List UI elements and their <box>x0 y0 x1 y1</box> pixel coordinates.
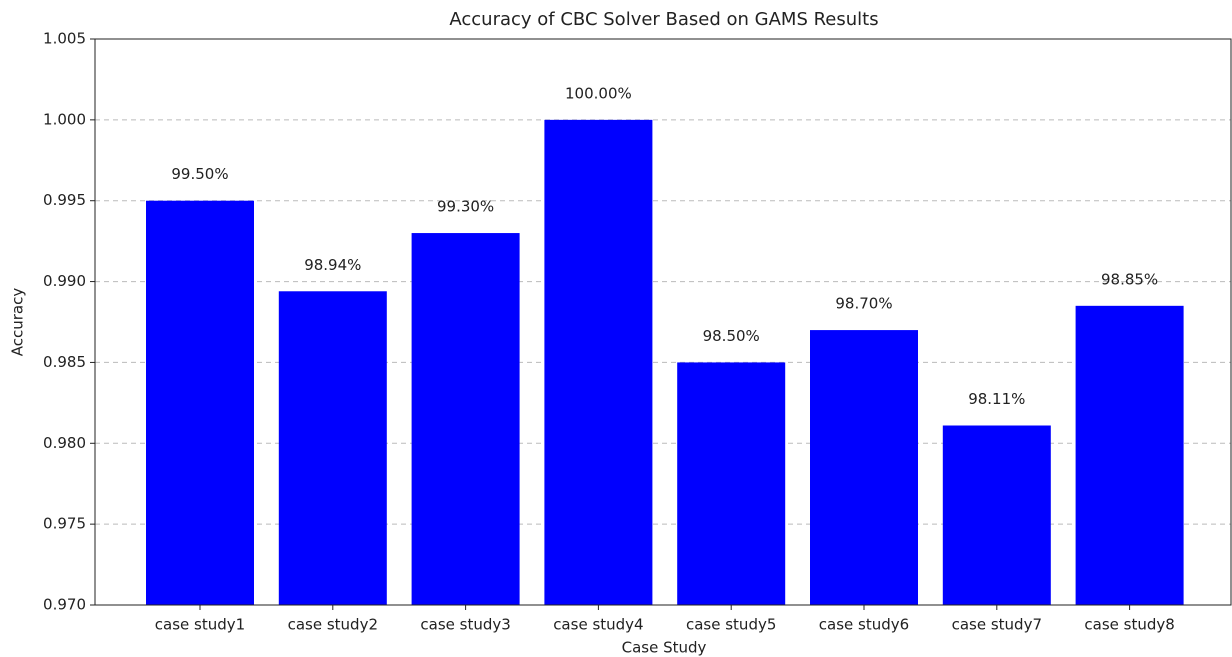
x-axis-label: Case Study <box>622 639 707 657</box>
value-label: 99.50% <box>171 165 228 183</box>
x-tick-label: case study5 <box>686 616 776 634</box>
y-tick-label: 1.005 <box>43 30 86 48</box>
value-label: 98.94% <box>304 256 361 274</box>
bar <box>942 425 1051 605</box>
value-label: 98.70% <box>835 295 892 313</box>
value-label: 98.50% <box>703 327 760 345</box>
x-tick-label: case study7 <box>952 616 1042 634</box>
y-tick-label: 0.970 <box>43 596 86 614</box>
y-tick-label: 0.990 <box>43 272 86 290</box>
y-tick-label: 0.995 <box>43 191 86 209</box>
bar <box>810 330 918 605</box>
value-label: 100.00% <box>565 84 632 102</box>
value-label: 99.30% <box>437 198 494 216</box>
plot-frame <box>94 38 1232 606</box>
x-tick-label: case study6 <box>819 616 909 634</box>
x-tick-label: case study2 <box>288 616 378 634</box>
value-label: 98.11% <box>968 390 1025 408</box>
bar <box>411 233 520 606</box>
chart-title: Accuracy of CBC Solver Based on GAMS Res… <box>449 9 878 30</box>
bar <box>1075 305 1184 605</box>
y-tick-label: 0.985 <box>43 353 86 371</box>
x-tick-label: case study8 <box>1084 616 1174 634</box>
value-label: 98.85% <box>1101 270 1158 288</box>
x-tick-label: case study4 <box>553 616 643 634</box>
y-tick-label: 0.980 <box>43 434 86 452</box>
y-axis-label: Accuracy <box>9 288 27 357</box>
y-tick-label: 1.000 <box>43 110 86 128</box>
x-tick-label: case study3 <box>420 616 510 634</box>
bar <box>278 291 387 605</box>
bar <box>544 119 653 605</box>
bar <box>146 200 254 605</box>
x-tick-label: case study1 <box>155 616 245 634</box>
y-tick-label: 0.975 <box>43 515 86 533</box>
bar <box>677 362 786 605</box>
